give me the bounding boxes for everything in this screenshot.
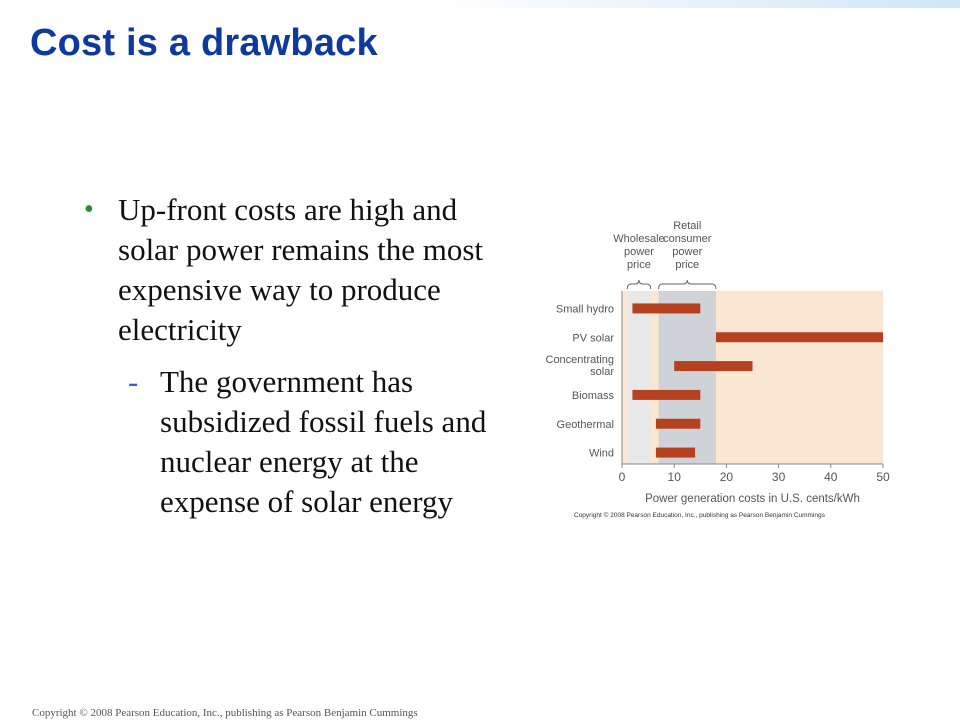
category-label: Concentrating solar [546,354,615,378]
category-label: Small hydro [556,303,614,315]
x-tick-label: 40 [824,470,838,484]
bullet-text: Up-front costs are high and solar power … [118,192,484,347]
bar [655,418,701,429]
sub-bullet-item: - The government has subsidized fossil f… [84,362,504,522]
category-label: Geothermal [557,419,614,431]
x-tick-label: 0 [619,470,626,484]
footer-copyright: Copyright © 2008 Pearson Education, Inc.… [32,707,418,719]
bullet-list: • Up-front costs are high and solar powe… [84,190,504,522]
sub-bullet-marker: - [128,364,139,399]
slide-title: Cost is a drawback [30,22,378,64]
category-label: Biomass [572,390,615,402]
x-tick-label: 30 [772,470,786,484]
category-label: Wind [589,448,614,460]
band-brace [658,279,717,290]
band-brace [626,279,652,290]
band-label: Retail consumer power price [663,220,712,271]
bar [632,303,701,314]
bullet-item: • Up-front costs are high and solar powe… [84,190,504,350]
top-accent-band [0,0,960,8]
price-band [627,291,651,464]
sub-bullet-text: The government has subsidized fossil fue… [160,364,487,519]
bullet-marker: • [84,194,94,225]
bar [655,447,696,458]
x-tick-label: 10 [668,470,682,484]
x-tick-label: 20 [720,470,734,484]
band-label: Wholesale power price [613,233,664,271]
x-tick-label: 50 [876,470,890,484]
bar [632,389,701,400]
category-label: PV solar [572,332,614,344]
x-axis-label: Power generation costs in U.S. cents/kWh [645,493,860,505]
bar [715,332,883,343]
bar [674,361,753,372]
price-band [658,291,716,464]
chart-credit: Copyright © 2008 Pearson Education, Inc.… [574,511,826,519]
